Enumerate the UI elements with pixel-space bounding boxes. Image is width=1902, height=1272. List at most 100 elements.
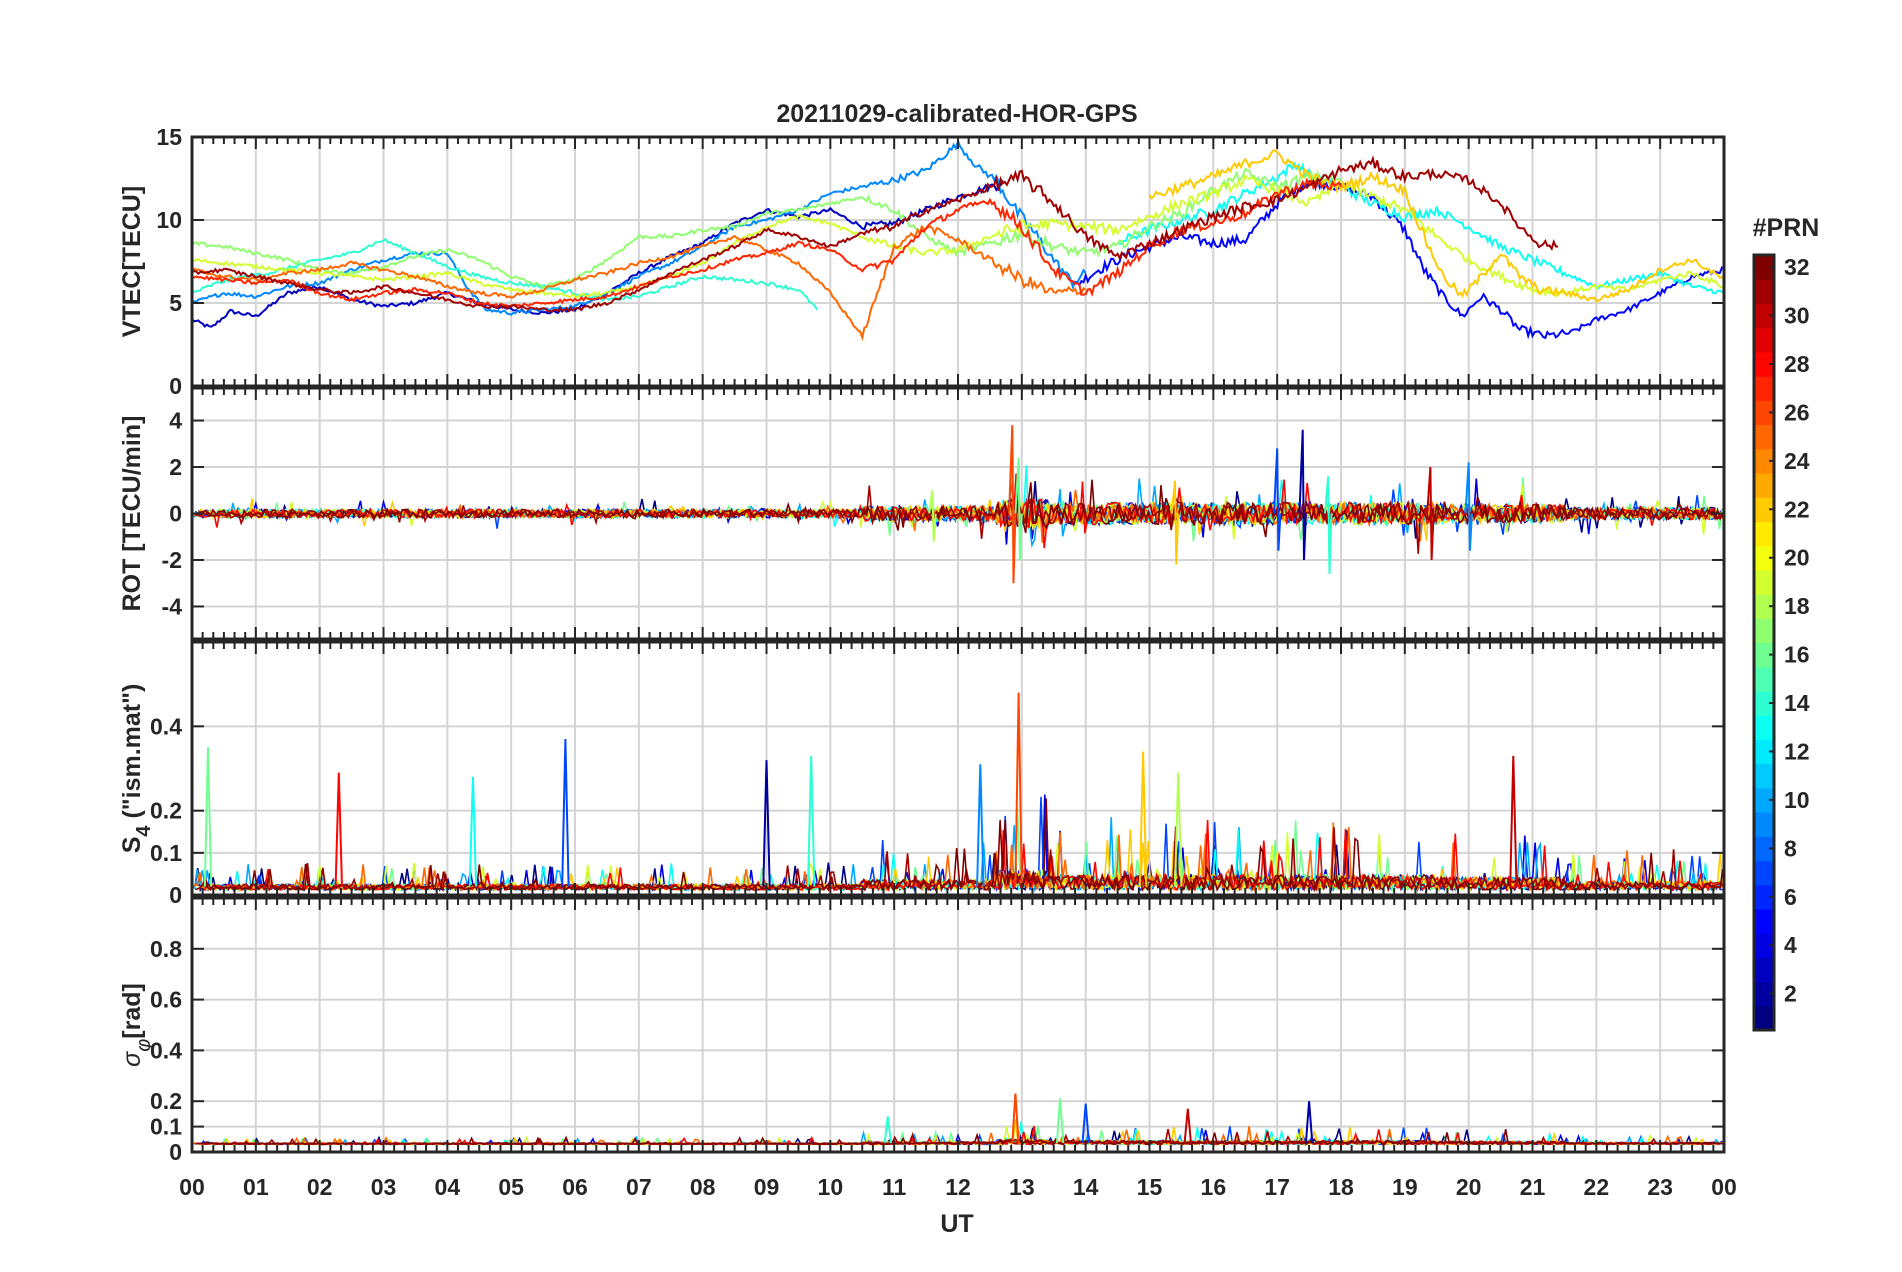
sigma-phi-spike xyxy=(1081,1103,1090,1144)
x-tick-label: 13 xyxy=(1009,1174,1035,1200)
y-tick-label: 0.8 xyxy=(150,936,182,962)
s4-spike xyxy=(1014,692,1023,887)
colorbar-tick-label: 20 xyxy=(1784,545,1810,571)
y-tick-label: 0.4 xyxy=(150,1037,182,1063)
sigma-phi-spike xyxy=(1183,1108,1192,1144)
s4-spike xyxy=(203,747,213,887)
vtec-series-prn-14 xyxy=(192,237,819,311)
s4-spike xyxy=(561,738,570,887)
colorbar-band-prn-27 xyxy=(1754,376,1774,401)
x-tick-label: 17 xyxy=(1264,1174,1290,1200)
colorbar-band-prn-31 xyxy=(1754,279,1774,305)
colorbar-band-prn-29 xyxy=(1754,327,1774,353)
vtec-series-prn-19 xyxy=(192,173,1724,299)
y-tick-label: 0 xyxy=(169,501,182,527)
x-tick-label: 07 xyxy=(626,1174,652,1200)
colorbar-tick-label: 4 xyxy=(1784,932,1797,958)
x-tick-label: 00 xyxy=(179,1174,205,1200)
colorbar-band-prn-8 xyxy=(1754,836,1774,862)
colorbar-band-prn-25 xyxy=(1754,424,1774,450)
sigma-phi-spike xyxy=(1011,1093,1020,1144)
x-tick-label: 05 xyxy=(498,1174,524,1200)
panel-s4: 0 0.1 0.2 0.4S4 ("ism.mat") xyxy=(118,640,1726,908)
colorbar-band-prn-18 xyxy=(1754,594,1774,619)
x-tick-label: 15 xyxy=(1137,1174,1163,1200)
x-axis: 00 01 02 03 04 05 06 07 08 09 10 11 12 13 14 15 16 17 18 19… xyxy=(179,1174,1737,1200)
s4-spike xyxy=(976,764,985,887)
x-axis-label: UT xyxy=(940,1210,973,1238)
x-tick-label: 21 xyxy=(1520,1174,1546,1200)
x-tick-label: 22 xyxy=(1584,1174,1610,1200)
x-tick-label: 18 xyxy=(1328,1174,1354,1200)
colorbar-band-prn-26 xyxy=(1754,400,1774,426)
colorbar-tick-label: 6 xyxy=(1784,884,1797,910)
rot-spike xyxy=(928,490,937,542)
s4-spike xyxy=(1174,772,1183,887)
colorbar-tick-label: 32 xyxy=(1784,254,1810,280)
colorbar-band-prn-15 xyxy=(1754,666,1774,692)
colorbar-tick-label: 22 xyxy=(1784,496,1810,522)
y-axis-label: S4 ("ism.mat") xyxy=(118,684,155,854)
y-tick-label: 0.2 xyxy=(150,798,182,824)
s4-spike xyxy=(1509,755,1518,887)
series-group xyxy=(192,425,1724,584)
colorbar-band-prn-16 xyxy=(1754,642,1774,668)
rot-spike xyxy=(1464,462,1473,551)
colorbar-band-prn-17 xyxy=(1754,618,1774,644)
colorbar-band-prn-4 xyxy=(1754,933,1774,958)
colorbar-band-prn-28 xyxy=(1754,351,1774,377)
colorbar-band-prn-2 xyxy=(1754,981,1774,1007)
colorbar-band-prn-3 xyxy=(1754,957,1774,983)
x-tick-label: 11 xyxy=(882,1174,907,1200)
colorbar-tick-label: 24 xyxy=(1784,448,1810,474)
x-tick-label: 09 xyxy=(754,1174,780,1200)
colorbar-band-prn-22 xyxy=(1754,497,1774,523)
x-tick-label: 02 xyxy=(307,1174,333,1200)
x-tick-label: 16 xyxy=(1201,1174,1227,1200)
x-tick-label: 08 xyxy=(690,1174,716,1200)
colorbar-frame xyxy=(1752,253,1776,1032)
colorbar-band-prn-24 xyxy=(1754,448,1774,474)
rot-spike xyxy=(1014,457,1023,561)
s4-spike xyxy=(807,755,816,887)
rot-spike xyxy=(1008,425,1017,584)
rot-spike xyxy=(1273,448,1282,551)
x-tick-label: 00 xyxy=(1711,1174,1737,1200)
colorbar-band-prn-32 xyxy=(1754,255,1774,280)
y-tick-label: 0 xyxy=(169,1139,182,1165)
y-tick-label: 0.1 xyxy=(150,1114,182,1140)
colorbar-band-prn-6 xyxy=(1754,884,1774,910)
minor-ticks xyxy=(201,388,1715,639)
y-tick-label: 2 xyxy=(169,454,182,480)
colorbar-band-prn-9 xyxy=(1754,812,1774,837)
minor-ticks xyxy=(201,898,1715,1152)
colorbar-tick-label: 14 xyxy=(1784,690,1810,716)
colorbar-tick-label: 26 xyxy=(1784,399,1810,425)
colorbar-tick-label: 8 xyxy=(1784,835,1797,861)
s4-spike xyxy=(468,776,478,887)
colorbar-band-prn-21 xyxy=(1754,521,1774,547)
colorbar-band-prn-10 xyxy=(1754,787,1774,813)
y-tick-label: 0.4 xyxy=(150,713,182,739)
y-tick-label: 5 xyxy=(169,290,182,316)
colorbar-tick-label: 30 xyxy=(1784,303,1810,329)
y-tick-label: 15 xyxy=(156,124,182,150)
colorbar-band-prn-12 xyxy=(1754,739,1774,765)
y-tick-label: 10 xyxy=(156,207,182,233)
colorbar-tick-label: 28 xyxy=(1784,351,1810,377)
x-tick-label: 01 xyxy=(243,1174,269,1200)
colorbar-band-prn-7 xyxy=(1754,860,1774,886)
y-tick-label: 0.2 xyxy=(150,1088,182,1114)
x-tick-label: 23 xyxy=(1647,1174,1673,1200)
rot-spike xyxy=(1426,466,1435,561)
s4-spike xyxy=(334,772,343,887)
rot-spike xyxy=(1324,476,1333,574)
panel-rot: -4 -2 0 2 4 ROT [TECU/min] xyxy=(118,386,1726,641)
colorbar-tick-label: 2 xyxy=(1784,981,1797,1007)
s4-spike xyxy=(762,760,771,887)
x-tick-label: 14 xyxy=(1073,1174,1099,1200)
minor-ticks xyxy=(201,137,1715,386)
